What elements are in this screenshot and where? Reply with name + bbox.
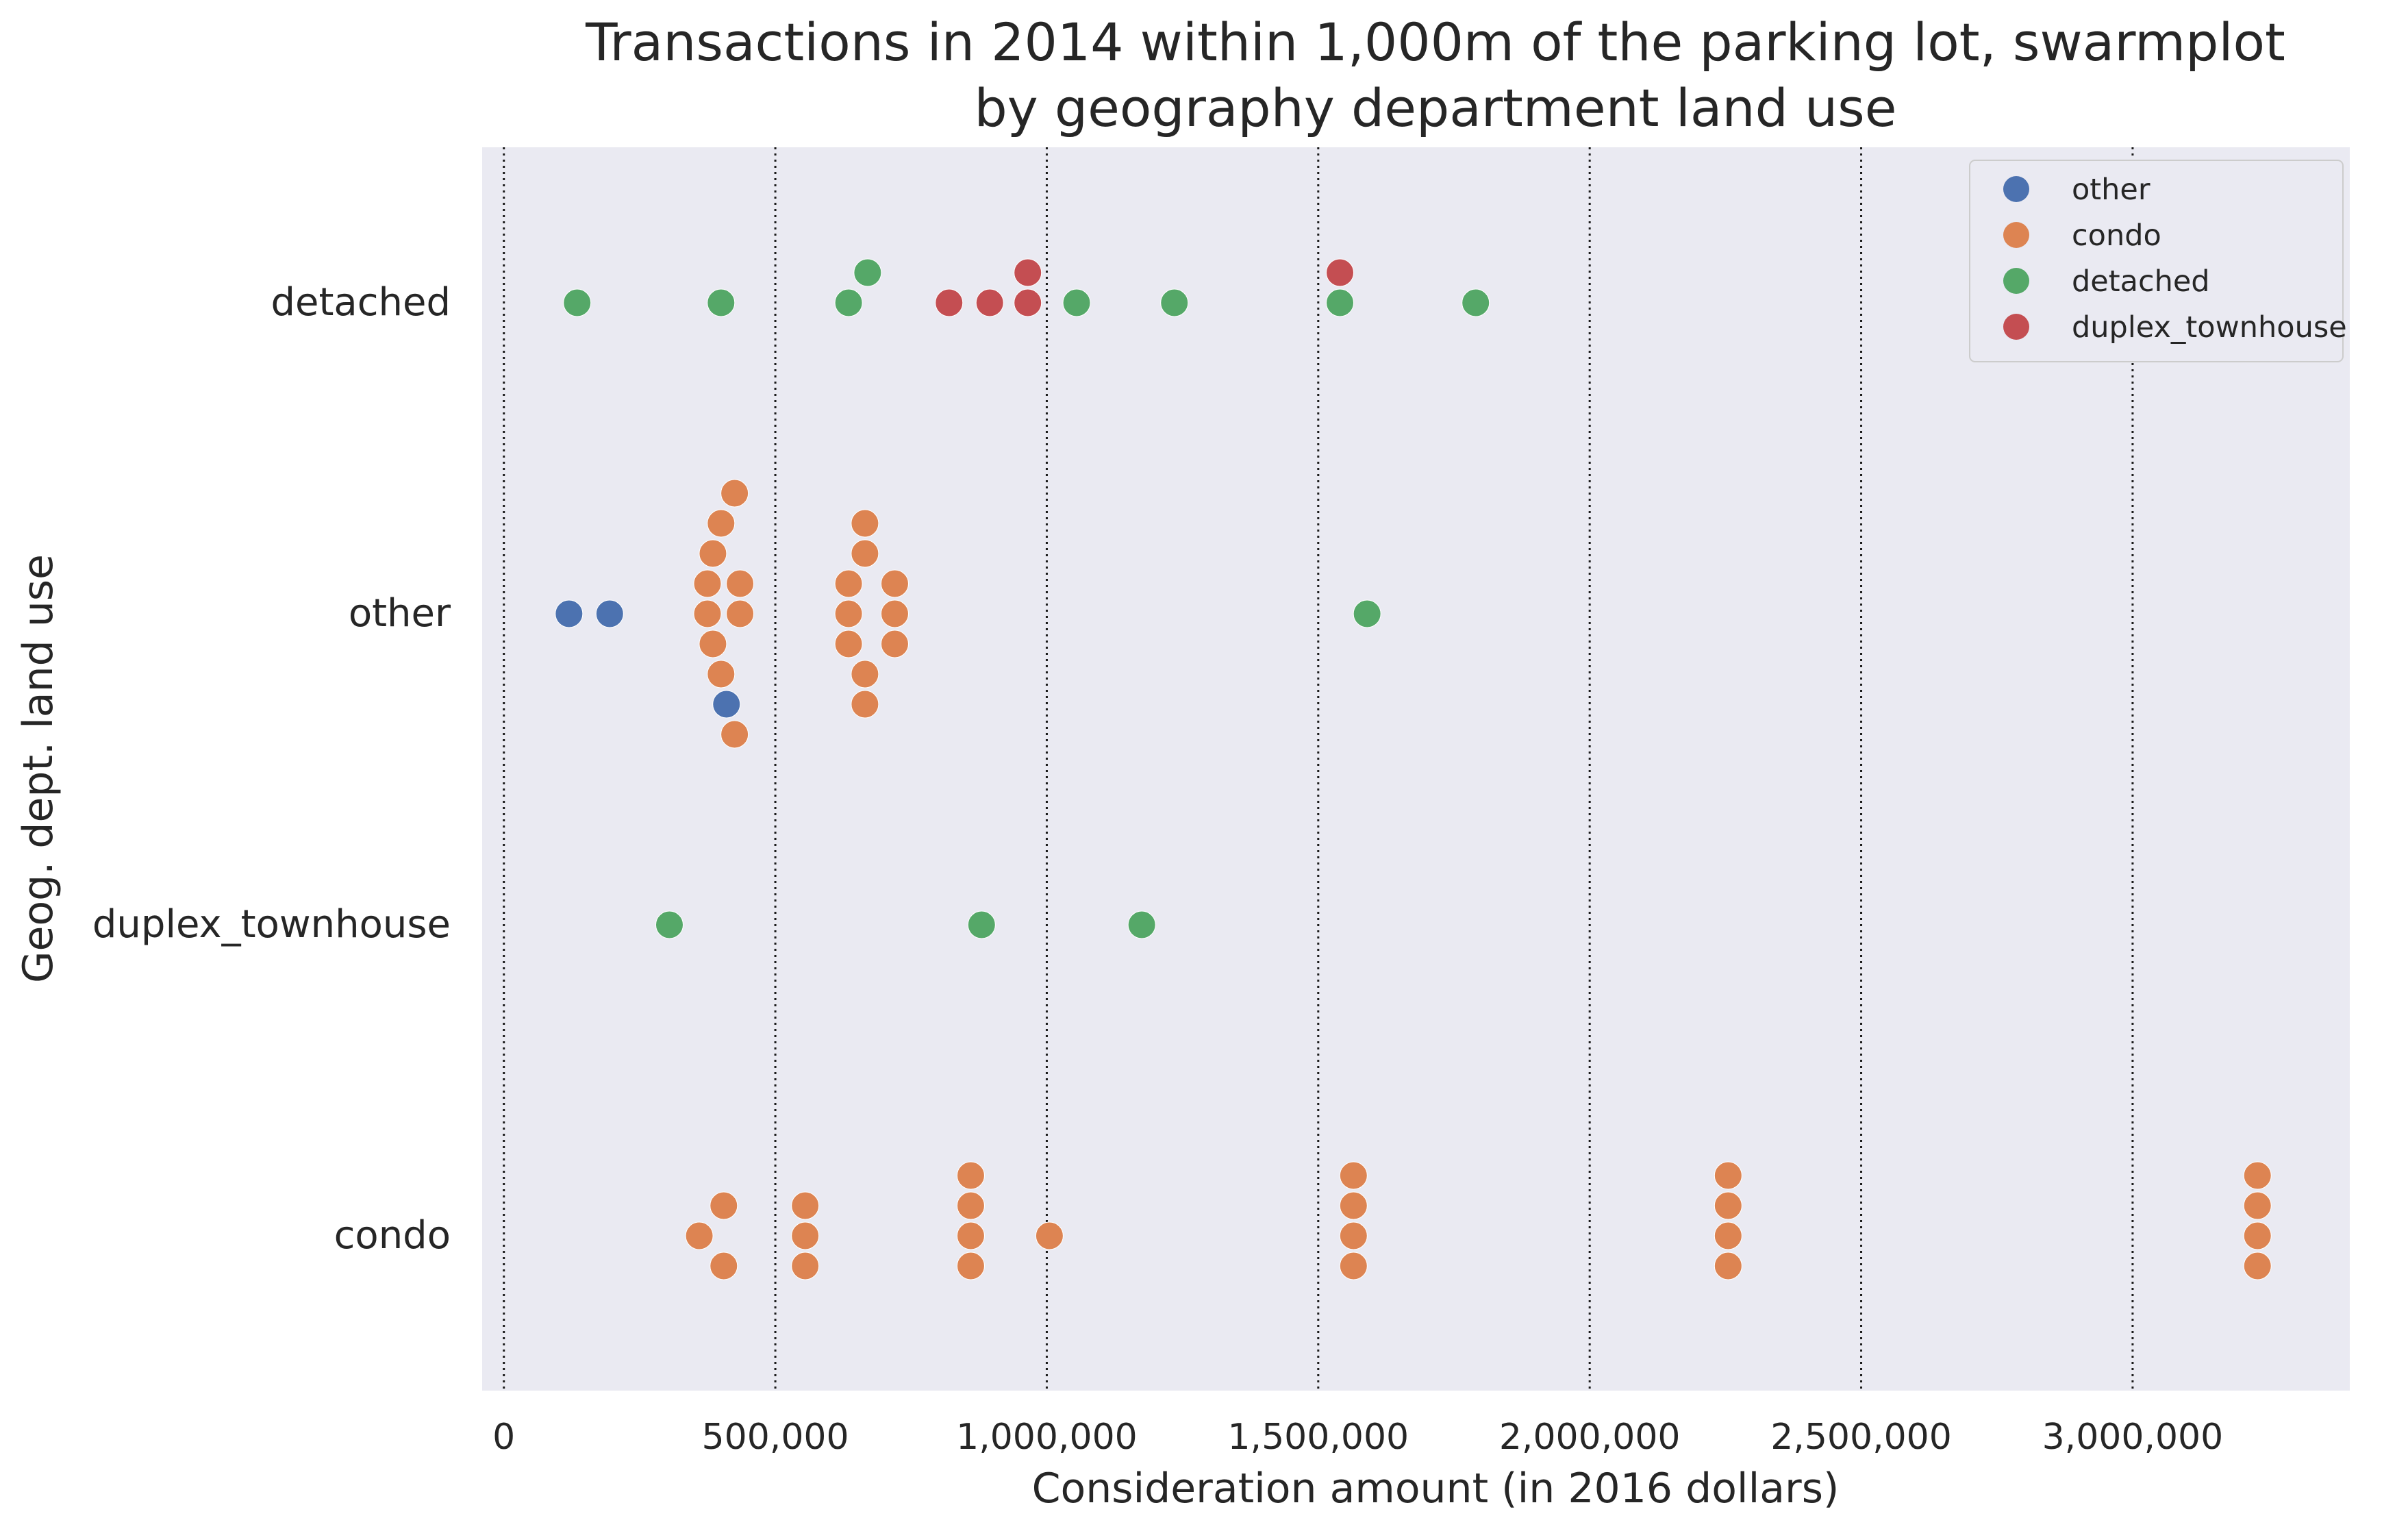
- point-condo: [710, 1252, 738, 1280]
- y-tick-label: detached: [271, 280, 451, 325]
- y-axis-label: Geog. dept. land use: [14, 554, 62, 983]
- point-condo: [791, 1191, 820, 1220]
- point-condo: [1714, 1252, 1742, 1280]
- point-detached: [853, 258, 882, 287]
- point-condo: [851, 539, 879, 568]
- point-condo: [851, 690, 879, 719]
- y-tick-label: duplex_townhouse: [92, 902, 451, 947]
- x-tick-label: 1,500,000: [1227, 1417, 1409, 1458]
- point-detached: [655, 910, 683, 939]
- point-condo: [1714, 1221, 1742, 1250]
- point-detached: [1160, 288, 1189, 317]
- point-duplex_townhouse: [1014, 258, 1042, 287]
- point-other: [595, 599, 624, 628]
- legend-label-condo: condo: [2072, 219, 2161, 253]
- point-detached: [834, 288, 863, 317]
- x-tick-label: 2,000,000: [1499, 1417, 1681, 1458]
- x-axis-label: Consideration amount (in 2016 dollars): [1032, 1465, 1840, 1513]
- chart-title-line-2: by geography department land use: [974, 77, 1896, 138]
- point-condo: [1339, 1221, 1368, 1250]
- point-condo: [956, 1191, 985, 1220]
- point-condo: [1035, 1221, 1064, 1250]
- point-condo: [726, 599, 755, 628]
- point-duplex_townhouse: [1014, 288, 1042, 317]
- point-condo: [956, 1252, 985, 1280]
- legend: other condo detached duplex_townhouse: [1969, 160, 2347, 362]
- legend-marker-condo: [2003, 222, 2029, 248]
- point-condo: [710, 1191, 738, 1220]
- point-condo: [726, 569, 755, 598]
- y-tick-label: condo: [334, 1213, 451, 1258]
- point-detached: [967, 910, 996, 939]
- legend-label-duplex_townhouse: duplex_townhouse: [2072, 310, 2347, 345]
- point-detached: [563, 288, 592, 317]
- chart-title-line-1: Transactions in 2014 within 1,000m of th…: [585, 12, 2285, 73]
- point-condo: [2243, 1252, 2272, 1280]
- point-condo: [693, 599, 722, 628]
- legend-label-detached: detached: [2072, 264, 2210, 299]
- point-condo: [2243, 1191, 2272, 1220]
- point-condo: [707, 660, 736, 688]
- point-condo: [834, 599, 863, 628]
- point-condo: [685, 1221, 714, 1250]
- point-condo: [851, 509, 879, 538]
- point-condo: [2243, 1221, 2272, 1250]
- point-condo: [1714, 1191, 1742, 1220]
- x-tick-label: 1,000,000: [956, 1417, 1138, 1458]
- point-other: [555, 599, 584, 628]
- legend-label-other: other: [2072, 173, 2150, 207]
- point-condo: [720, 479, 749, 508]
- point-condo: [791, 1252, 820, 1280]
- x-tick-label: 3,000,000: [2042, 1417, 2224, 1458]
- point-condo: [699, 539, 727, 568]
- point-detached: [1062, 288, 1091, 317]
- point-detached: [1326, 288, 1355, 317]
- x-tick-labels: 0 500,000 1,000,000 1,500,000 2,000,000 2,500…: [492, 1417, 2223, 1458]
- point-condo: [1339, 1161, 1368, 1190]
- point-condo: [791, 1221, 820, 1250]
- x-tick-label: 2,500,000: [1770, 1417, 1952, 1458]
- point-condo: [2243, 1161, 2272, 1190]
- point-condo: [956, 1161, 985, 1190]
- point-condo: [707, 509, 736, 538]
- data-points: [555, 258, 2272, 1280]
- point-condo: [1339, 1252, 1368, 1280]
- point-duplex_townhouse: [935, 288, 964, 317]
- point-duplex_townhouse: [1326, 258, 1355, 287]
- point-condo: [834, 569, 863, 598]
- point-condo: [699, 630, 727, 658]
- x-grid-lines: [503, 147, 2134, 1391]
- point-condo: [1714, 1161, 1742, 1190]
- legend-box: [1969, 160, 2344, 362]
- point-condo: [1339, 1191, 1368, 1220]
- legend-marker-detached: [2003, 268, 2029, 294]
- point-detached: [1353, 599, 1381, 628]
- legend-marker-duplex_townhouse: [2003, 314, 2029, 340]
- point-condo: [834, 630, 863, 658]
- point-duplex_townhouse: [975, 288, 1004, 317]
- point-detached: [707, 288, 736, 317]
- x-tick-label: 0: [492, 1417, 515, 1458]
- point-condo: [956, 1221, 985, 1250]
- point-condo: [880, 569, 909, 598]
- legend-marker-other: [2003, 176, 2029, 202]
- point-condo: [693, 569, 722, 598]
- point-condo: [720, 720, 749, 749]
- point-detached: [1462, 288, 1490, 317]
- x-tick-label: 500,000: [702, 1417, 849, 1458]
- y-tick-label: other: [349, 591, 451, 636]
- point-condo: [880, 599, 909, 628]
- point-detached: [1127, 910, 1156, 939]
- point-condo: [851, 660, 879, 688]
- point-condo: [880, 630, 909, 658]
- point-other: [712, 690, 741, 719]
